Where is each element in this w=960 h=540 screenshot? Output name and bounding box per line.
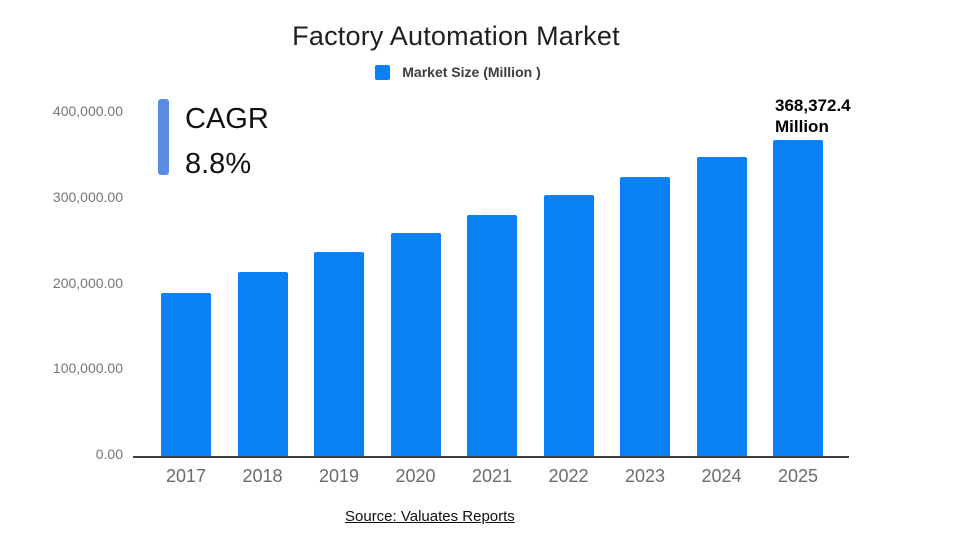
bar-2021 [467, 214, 517, 456]
x-axis-label-2023: 2023 [624, 466, 666, 486]
bar-2018 [237, 272, 288, 456]
bar-2019 [314, 251, 364, 456]
final-value-label: 368,372.4 Million [775, 95, 851, 137]
bar-2024 [696, 157, 747, 456]
y-axis-label-300000: 300,000.00 [52, 188, 123, 205]
final-value-number: 368,372.4 [775, 96, 851, 115]
x-axis-label-2021: 2021 [471, 466, 513, 486]
cagr-accent-bar [158, 99, 169, 175]
bar-2022 [543, 194, 594, 456]
cagr-label: CAGR [185, 103, 269, 135]
cagr-annotation: CAGR 8.8% [185, 97, 269, 187]
x-axis-label-2018: 2018 [242, 466, 283, 486]
legend: Market Size (Million ) [0, 64, 916, 80]
x-axis-label-2022: 2022 [548, 466, 589, 486]
final-value-unit: Million [775, 117, 829, 136]
legend-swatch-icon [375, 64, 391, 80]
bar-2025 [773, 140, 823, 456]
plot-area: 2017 2018 2019 2020 2021 2022 2023 2024 2025 0.00… [53, 103, 849, 486]
x-axis-label-2019: 2019 [318, 466, 360, 486]
bar-2017 [161, 293, 211, 456]
cagr-value: 8.8% [185, 148, 252, 180]
bar-2020 [390, 233, 441, 456]
x-axis-label-2020: 2020 [395, 466, 436, 486]
bar-2023 [620, 177, 670, 456]
y-axis-label-0: 0.00 [95, 446, 123, 462]
legend-label: Market Size (Million ) [402, 64, 541, 80]
y-axis-label-400000: 400,000.00 [52, 103, 123, 119]
y-axis-label-100000: 100,000.00 [52, 360, 123, 377]
y-axis-label-200000: 200,000.00 [52, 274, 123, 291]
x-axis-label-2017: 2017 [165, 466, 207, 486]
x-axis-label-2025: 2025 [777, 466, 819, 486]
x-axis-label-2024: 2024 [701, 466, 742, 486]
chart-title: Factory Automation Market [292, 21, 620, 51]
source-attribution: Source: Valuates Reports [345, 508, 515, 525]
